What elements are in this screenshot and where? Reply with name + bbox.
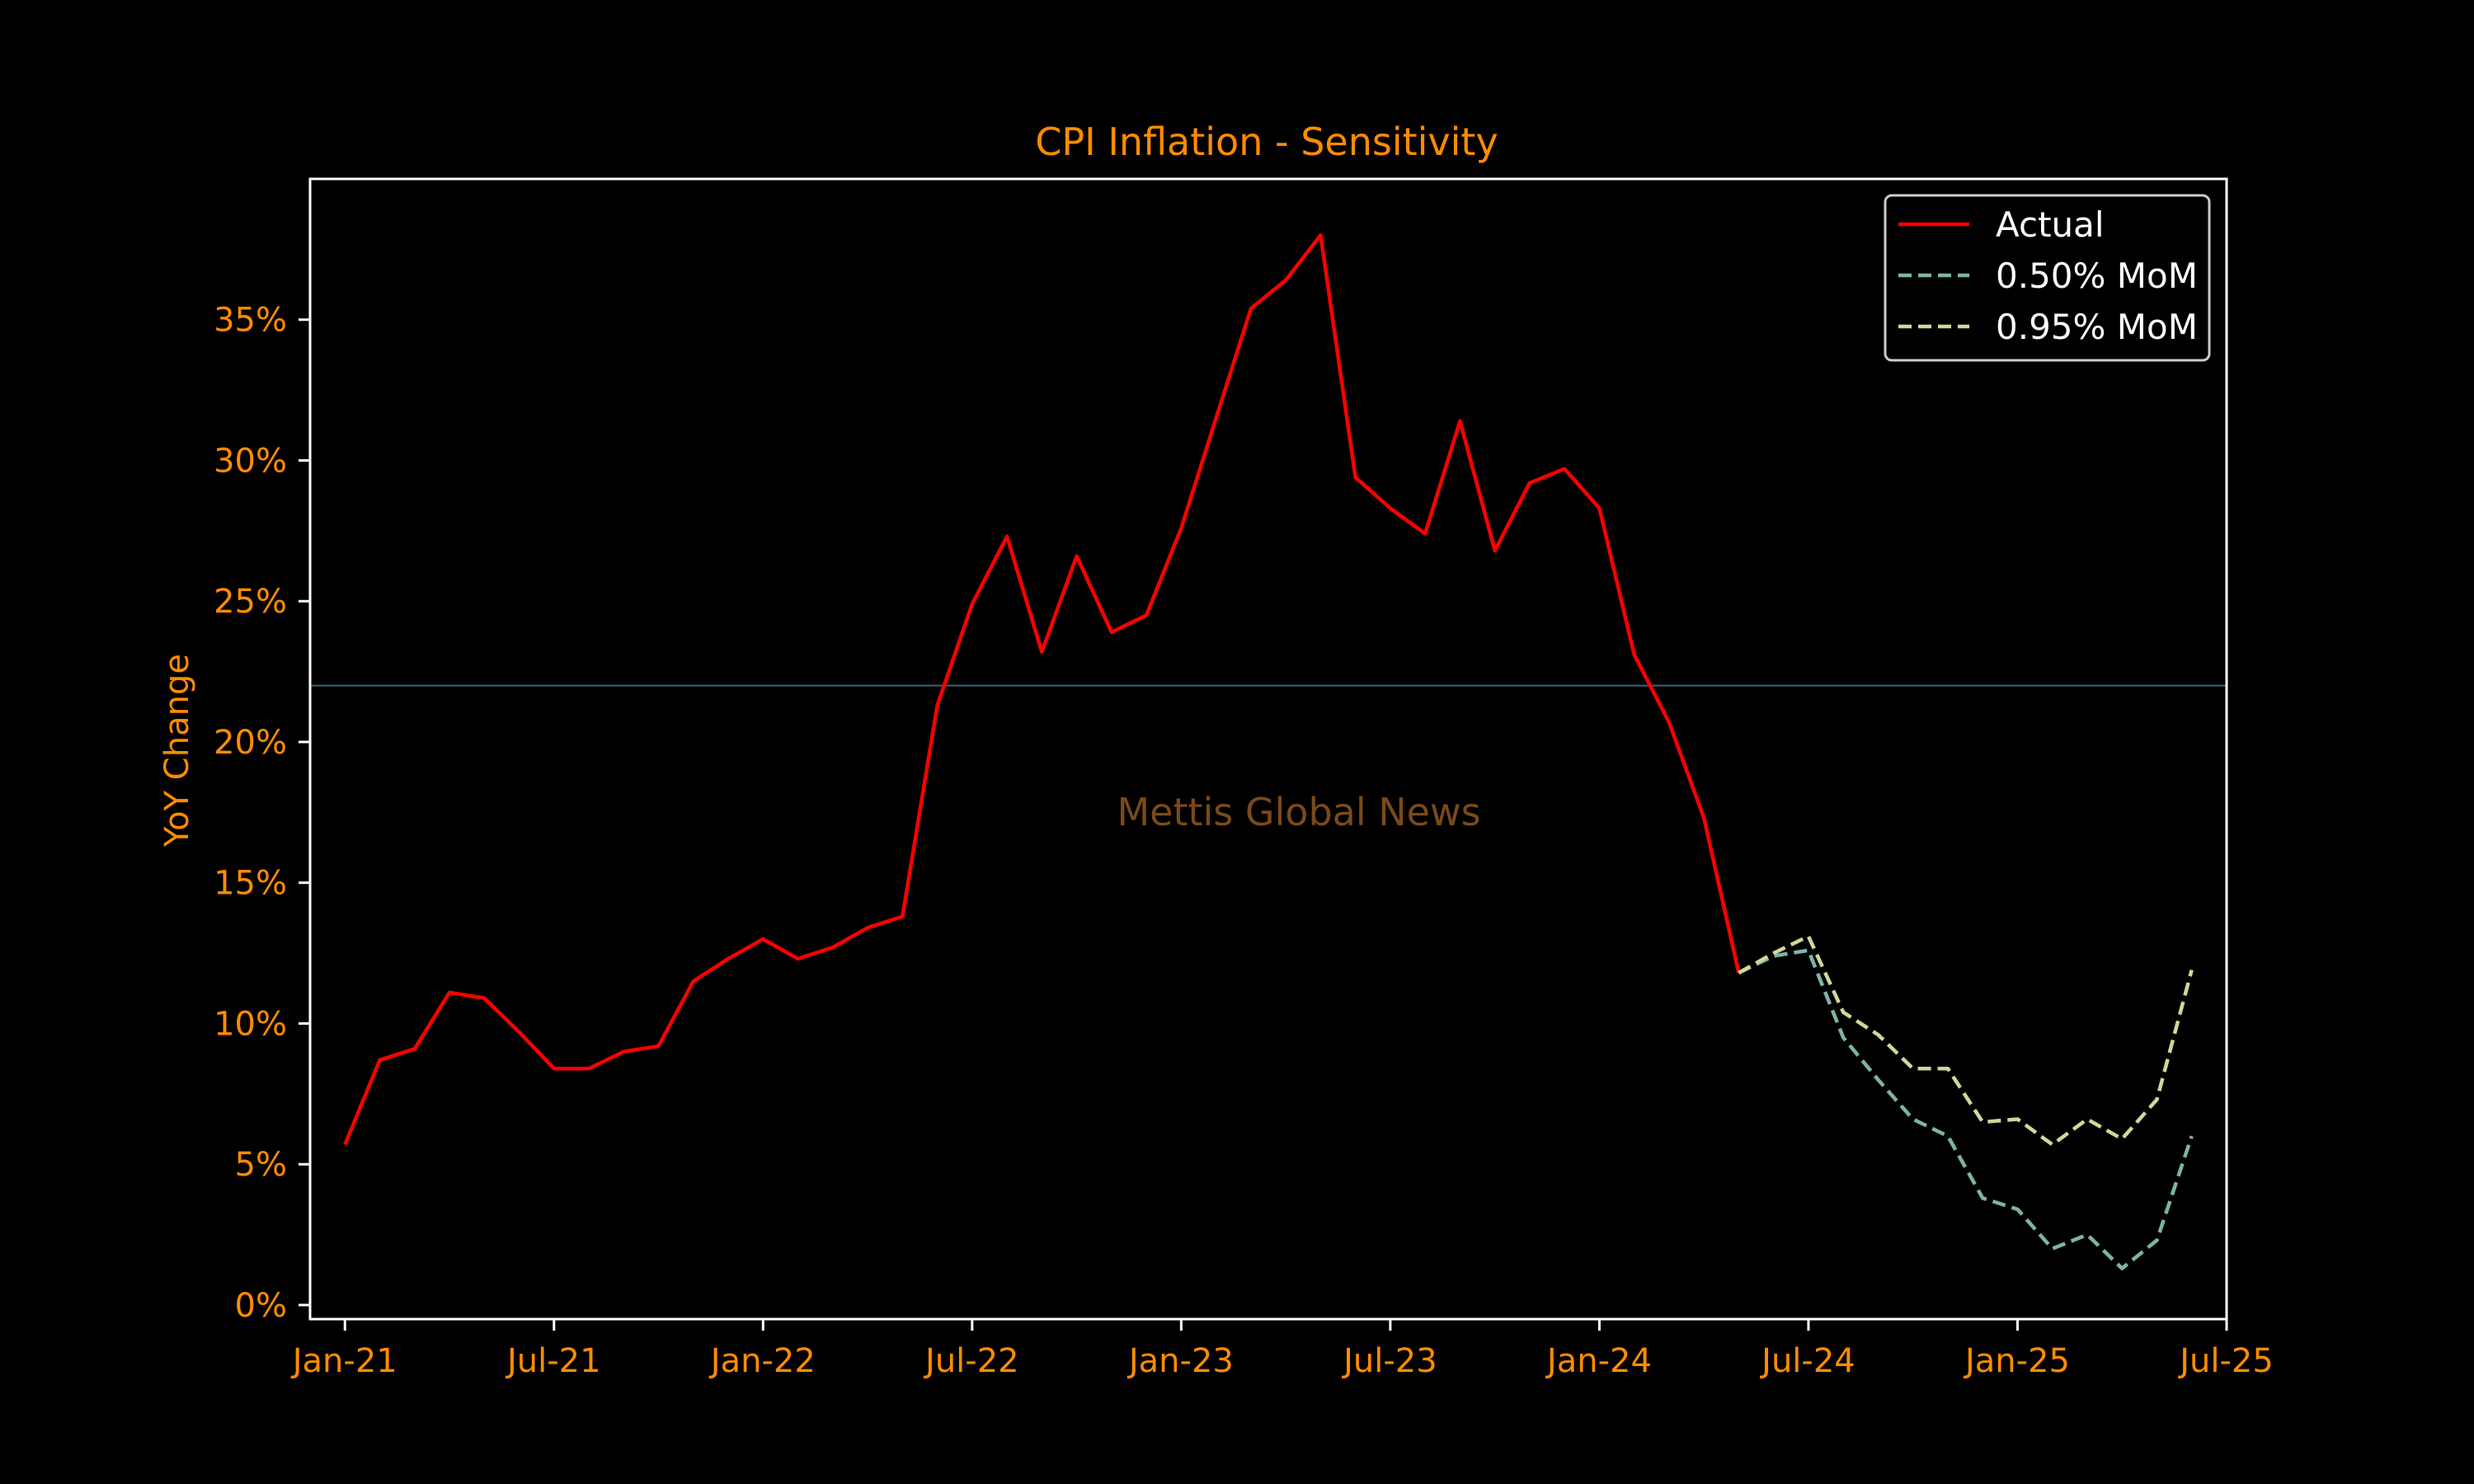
series-layer: [343, 233, 2194, 1270]
series-line-1: [1738, 948, 2194, 1270]
y-tick-label: 25%: [214, 583, 287, 621]
y-axis-label: YoY Change: [158, 654, 196, 848]
x-tick-label: Jan-21: [290, 1342, 397, 1380]
x-axis: Jan-21 Jul-21 Jan-22 Jul-22 Jan-23 Jul-23 Jan-…: [290, 1319, 2274, 1380]
plot-frame: [308, 177, 2228, 1321]
y-tick-label: 10%: [214, 1005, 287, 1043]
x-tick-label: Jan-22: [708, 1342, 816, 1380]
y-tick-label: 15%: [214, 865, 287, 903]
x-tick-label: Jul-22: [923, 1342, 1019, 1380]
series-line-0: [343, 233, 1741, 1146]
legend-label-2: 0.95% MoM: [1996, 307, 2198, 347]
series-line-2: [1738, 934, 2194, 1147]
y-tick-label: 20%: [214, 724, 287, 762]
y-tick-label: 30%: [214, 442, 287, 480]
legend-label-0: Actual: [1996, 204, 2105, 245]
legend-box: [1884, 194, 2211, 362]
watermark-text: Mettis Global News: [1117, 790, 1480, 834]
x-tick-label: Jan-24: [1545, 1342, 1652, 1380]
x-tick-label: Jul-21: [505, 1342, 601, 1380]
x-tick-label: Jan-25: [1963, 1342, 2070, 1380]
x-tick-label: Jul-25: [2177, 1342, 2274, 1380]
y-axis: 0% 5% 10% 15% 20% 25% 30% 35%: [214, 302, 310, 1325]
legend-label-1: 0.50% MoM: [1996, 256, 2198, 296]
y-tick-label: 5%: [235, 1146, 287, 1184]
legend: Actual 0.50% MoM 0.95% MoM: [1884, 194, 2211, 362]
y-tick-label: 35%: [214, 302, 287, 340]
x-tick-label: Jan-23: [1126, 1342, 1234, 1380]
x-tick-label: Jul-23: [1341, 1342, 1437, 1380]
y-tick-label: 0%: [235, 1287, 287, 1325]
chart-title: CPI Inflation - Sensitivity: [1035, 120, 1498, 164]
x-tick-label: Jul-24: [1759, 1342, 1856, 1380]
